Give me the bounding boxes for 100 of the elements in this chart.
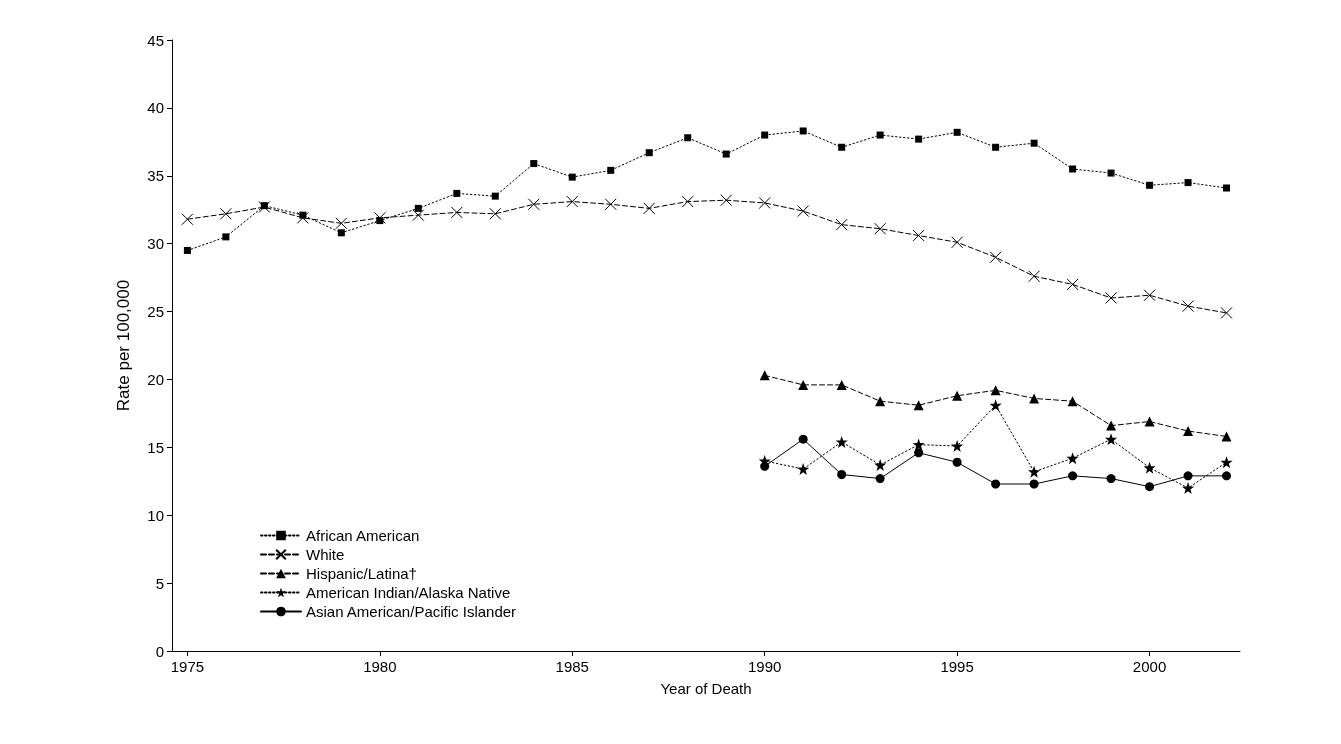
point <box>643 202 656 215</box>
point <box>913 400 924 411</box>
point <box>835 435 848 448</box>
y-tick-label: 30 <box>147 235 164 253</box>
point <box>1222 471 1232 481</box>
y-tick-label: 5 <box>155 574 164 592</box>
legend-label: Asian American/Pacific Islander <box>306 603 517 620</box>
point <box>799 127 807 135</box>
point <box>797 205 810 218</box>
point <box>181 213 194 226</box>
point <box>989 251 1002 264</box>
y-tick-label: 10 <box>147 506 164 524</box>
point <box>1069 165 1077 173</box>
x-tick-label: 1995 <box>940 658 974 675</box>
legend-label: American Indian/Alaska Native <box>306 584 511 601</box>
x-tick-label: 2000 <box>1132 658 1167 675</box>
x-tick-label: 1990 <box>748 658 782 675</box>
y-tick-label: 15 <box>147 438 164 456</box>
legend-label: Hispanic/Latina† <box>306 565 417 582</box>
point <box>1029 479 1039 489</box>
point <box>222 233 230 241</box>
point <box>991 479 1001 489</box>
point <box>952 457 962 467</box>
point <box>1105 433 1118 446</box>
point <box>992 143 1000 151</box>
point <box>453 189 461 197</box>
point <box>953 128 961 136</box>
point <box>568 173 576 181</box>
point <box>836 379 847 390</box>
point <box>798 379 809 390</box>
legend-label: African American <box>306 527 420 544</box>
point <box>761 131 769 139</box>
point <box>1106 474 1116 484</box>
point <box>530 160 538 168</box>
point <box>335 217 348 230</box>
point <box>1183 426 1194 437</box>
point <box>607 166 615 174</box>
point <box>645 149 653 157</box>
point <box>296 211 309 224</box>
point <box>1029 393 1040 404</box>
point <box>951 439 964 452</box>
point <box>1066 452 1079 465</box>
point <box>258 201 271 214</box>
point <box>1028 465 1041 478</box>
y-tick-label: 35 <box>147 167 164 185</box>
point <box>414 204 422 212</box>
point <box>1183 471 1193 481</box>
point <box>1066 278 1079 291</box>
point <box>838 143 846 151</box>
y-tick-label: 20 <box>147 370 164 388</box>
y-axis-title: Rate per 100,000 <box>114 279 133 412</box>
point <box>1106 420 1117 431</box>
point <box>527 198 540 211</box>
point <box>412 209 425 222</box>
point <box>1105 291 1118 304</box>
point <box>1182 482 1195 495</box>
point <box>990 385 1001 396</box>
point <box>337 229 345 237</box>
y-tick-label: 40 <box>147 99 164 117</box>
point <box>1223 184 1231 192</box>
point <box>373 211 386 224</box>
point <box>604 198 617 211</box>
point <box>1068 471 1078 481</box>
point <box>1220 456 1233 469</box>
point <box>219 207 232 220</box>
point <box>1143 461 1156 474</box>
y-tick-label: 45 <box>147 31 164 49</box>
x-tick-label: 1980 <box>363 658 397 675</box>
point <box>1144 416 1155 427</box>
x-tick-label: 1985 <box>555 658 589 675</box>
point <box>1146 181 1154 189</box>
point <box>875 396 886 407</box>
point <box>720 194 733 207</box>
point <box>566 195 579 208</box>
point <box>874 458 887 471</box>
point <box>1030 139 1038 147</box>
point <box>797 463 810 476</box>
point <box>1184 179 1192 187</box>
point <box>835 218 848 231</box>
point <box>758 196 771 209</box>
point <box>759 370 770 381</box>
point <box>183 246 191 254</box>
point <box>681 195 694 208</box>
point <box>1028 270 1041 283</box>
point <box>876 131 884 139</box>
point <box>684 134 692 142</box>
point <box>491 192 499 200</box>
point <box>798 434 808 444</box>
point <box>722 150 730 158</box>
point <box>760 461 770 471</box>
x-tick-label: 1975 <box>170 658 205 675</box>
point <box>1182 300 1195 313</box>
point <box>1143 289 1156 302</box>
point <box>875 474 885 484</box>
point <box>989 399 1002 412</box>
legend-label: White <box>306 546 345 563</box>
point <box>450 206 463 219</box>
point <box>951 236 964 249</box>
point <box>1221 431 1232 442</box>
point <box>915 135 923 143</box>
